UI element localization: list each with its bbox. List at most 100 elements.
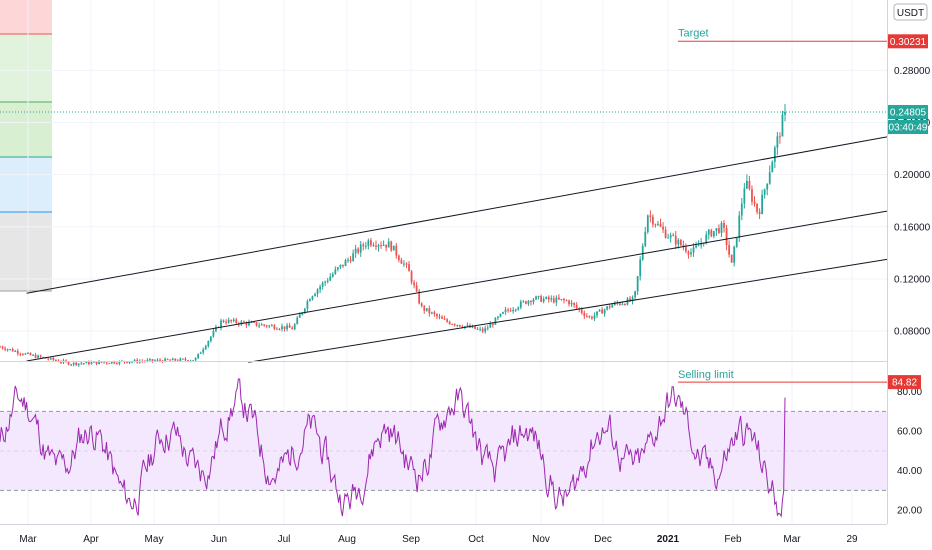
candle-body bbox=[34, 354, 37, 358]
candle-body bbox=[164, 358, 167, 363]
candle-body bbox=[766, 183, 769, 190]
candle-body bbox=[115, 363, 118, 365]
candle-body bbox=[222, 320, 225, 322]
candle-body bbox=[537, 296, 540, 298]
candle-body bbox=[21, 354, 24, 356]
candle-body bbox=[580, 309, 583, 313]
candle-body bbox=[336, 267, 339, 270]
candle-body bbox=[547, 296, 550, 300]
time-tick: Dec bbox=[594, 534, 612, 545]
candle-body bbox=[108, 363, 111, 365]
candle-body bbox=[433, 312, 436, 315]
candle-body bbox=[331, 273, 334, 277]
candle-body bbox=[344, 260, 347, 266]
candle-body bbox=[481, 328, 484, 332]
candle-body bbox=[352, 253, 355, 262]
candle-body bbox=[70, 364, 73, 366]
candle-body bbox=[151, 359, 154, 361]
candle-body bbox=[314, 293, 316, 297]
fib-zone-4 bbox=[0, 212, 52, 291]
candle-body bbox=[697, 245, 700, 247]
candle-body bbox=[85, 361, 88, 364]
last-price-label: 0.24805 bbox=[890, 108, 927, 119]
candle-body bbox=[738, 215, 741, 238]
candle-body bbox=[90, 362, 93, 365]
candle-body bbox=[761, 194, 764, 214]
price-tick: 0.08000 bbox=[894, 327, 931, 338]
candle-body bbox=[471, 326, 474, 328]
parallel-channel[interactable] bbox=[26, 136, 888, 363]
candle-body bbox=[423, 306, 426, 311]
candle-body bbox=[293, 324, 296, 330]
candle-body bbox=[745, 180, 748, 189]
candle-body bbox=[756, 203, 758, 212]
rsi-axis-ticks: 80.00 60.00 40.00 20.00 bbox=[897, 387, 922, 517]
candle-body bbox=[354, 248, 357, 254]
currency-label: USDT bbox=[897, 8, 924, 19]
candle-body bbox=[154, 360, 156, 362]
candle-body bbox=[735, 237, 738, 247]
candle-body bbox=[255, 322, 258, 326]
candle-body bbox=[42, 357, 45, 359]
candle-body bbox=[324, 281, 327, 283]
candle-body bbox=[19, 353, 22, 355]
candle-body bbox=[514, 309, 517, 311]
time-tick: Oct bbox=[468, 534, 484, 545]
candle-body bbox=[321, 282, 324, 287]
candle-body bbox=[131, 361, 134, 363]
candle-body bbox=[405, 263, 408, 265]
time-tick: Mar bbox=[783, 534, 801, 545]
candle-body bbox=[499, 313, 502, 317]
candle-body bbox=[347, 259, 349, 261]
candle-body bbox=[624, 303, 626, 305]
candle-body bbox=[32, 354, 34, 356]
candle-body bbox=[326, 280, 329, 282]
candle-body bbox=[4, 348, 6, 350]
candle-body bbox=[16, 350, 19, 354]
candle-body bbox=[265, 325, 268, 327]
time-tick: 29 bbox=[846, 534, 858, 545]
candle-body bbox=[463, 326, 466, 328]
candle-body bbox=[712, 231, 715, 237]
price-tick: 0.16000 bbox=[894, 222, 931, 233]
candle-body bbox=[230, 319, 233, 322]
candle-body bbox=[98, 361, 100, 365]
candle-body bbox=[306, 301, 309, 309]
candle-body bbox=[169, 359, 172, 361]
candle-body bbox=[377, 245, 380, 247]
rsi-tick: 20.00 bbox=[897, 506, 922, 517]
candle-body bbox=[634, 291, 637, 298]
candle-body bbox=[659, 223, 662, 227]
candle-body bbox=[103, 362, 106, 364]
candle-body bbox=[596, 311, 598, 316]
candle-body bbox=[372, 245, 375, 247]
candle-body bbox=[446, 319, 449, 322]
candle-body bbox=[779, 136, 781, 138]
candle-body bbox=[524, 301, 527, 304]
candle-body bbox=[6, 349, 9, 351]
candle-body bbox=[182, 358, 184, 360]
candle-body bbox=[715, 228, 718, 232]
rsi-line bbox=[0, 378, 786, 518]
candle-body bbox=[240, 321, 243, 325]
candle-body bbox=[545, 296, 548, 299]
candle-body bbox=[202, 349, 205, 353]
time-axis[interactable]: Mar Apr May Jun Jul Aug Sep Oct Nov Dec 2021 Feb Mar… bbox=[19, 534, 858, 545]
candle-body bbox=[370, 240, 372, 246]
candle-body bbox=[570, 302, 573, 305]
candle-body bbox=[415, 285, 418, 292]
candle-body bbox=[197, 353, 200, 359]
price-axis[interactable] bbox=[887, 0, 932, 524]
candle-body bbox=[220, 320, 222, 328]
candle-body bbox=[235, 319, 238, 324]
currency-badge[interactable] bbox=[893, 3, 928, 21]
channel-line-2 bbox=[248, 258, 888, 363]
candle-body bbox=[550, 298, 553, 300]
candle-body bbox=[730, 254, 733, 263]
candle-body bbox=[75, 362, 78, 366]
time-tick: Jul bbox=[278, 534, 291, 545]
candle-body bbox=[242, 321, 245, 323]
candle-body bbox=[27, 352, 29, 354]
candle-body bbox=[669, 235, 672, 238]
